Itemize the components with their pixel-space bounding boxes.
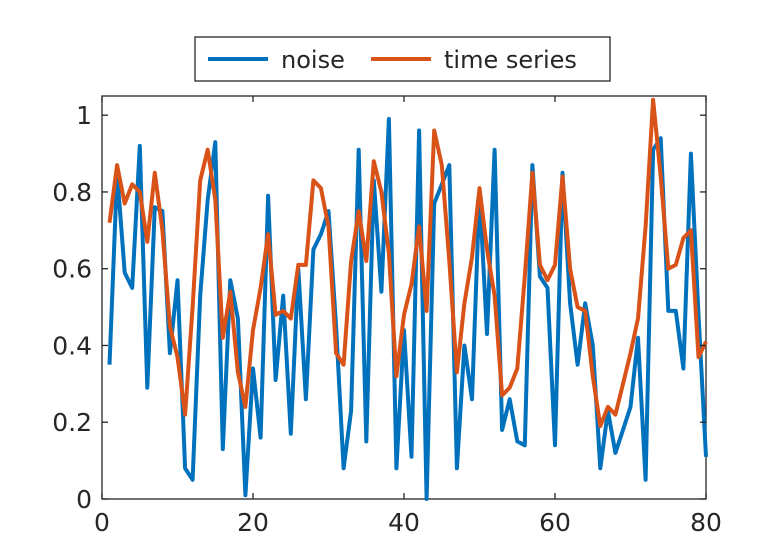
x-tick-label: 60 bbox=[539, 508, 571, 537]
y-tick-label: 0 bbox=[76, 485, 92, 514]
tick-layer: 0 20 40 60 80 0 0.2 0.4 0.6 0.8 1 bbox=[52, 96, 722, 537]
y-tick-label: 0.4 bbox=[52, 331, 92, 360]
legend-label-time-series: time series bbox=[444, 46, 577, 74]
x-tick-label: 0 bbox=[94, 508, 110, 537]
series-line-noise bbox=[107, 117, 708, 501]
x-tick-label: 40 bbox=[388, 508, 420, 537]
y-tick-label: 0.6 bbox=[52, 255, 92, 284]
series-layer bbox=[107, 97, 708, 501]
x-tick-label: 20 bbox=[237, 508, 269, 537]
y-tick-label: 0.2 bbox=[52, 408, 92, 437]
legend-label-noise: noise bbox=[281, 46, 345, 74]
x-tick-label: 80 bbox=[690, 508, 722, 537]
series-line-time-series bbox=[107, 97, 708, 429]
legend: noise time series bbox=[194, 36, 611, 82]
y-tick-label: 1 bbox=[76, 101, 92, 130]
y-tick-label: 0.8 bbox=[52, 178, 92, 207]
